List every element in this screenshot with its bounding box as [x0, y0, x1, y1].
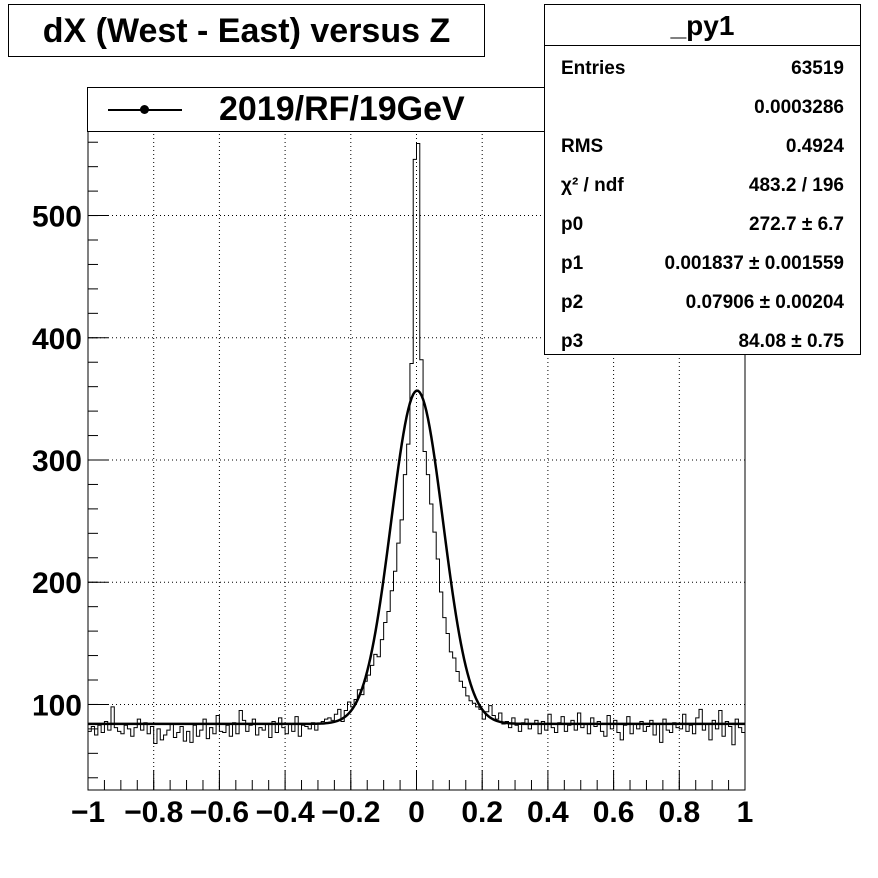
stats-key: p3: [561, 331, 584, 352]
stats-title: _py1: [545, 5, 860, 46]
y-tick-label: 500: [32, 201, 82, 234]
x-tick-label: 0.8: [658, 796, 700, 829]
stats-key: χ² / ndf: [561, 175, 624, 196]
x-tick-labels: −1 −0.8 −0.6 −0.4 −0.2 0 0.2 0.4 0.6 0.8 1: [71, 796, 753, 829]
legend: 2019/RF/19GeV: [87, 87, 615, 132]
stats-value: 63519: [791, 58, 844, 79]
stats-row-p3: p3 84.08 ± 0.75: [561, 322, 844, 361]
stats-key: p2: [561, 292, 584, 313]
stats-row-p1: p1 0.001837 ± 0.001559: [561, 244, 844, 283]
stats-key: p0: [561, 214, 584, 235]
stats-key: Entries: [561, 58, 626, 79]
x-tick-label: 0: [408, 796, 425, 829]
axis-ticks: [87, 141, 746, 790]
stats-row-p2: p2 0.07906 ± 0.00204: [561, 283, 844, 322]
plot-title: dX (West - East) versus Z: [8, 4, 485, 57]
stats-value: 0.07906 ± 0.00204: [685, 292, 844, 313]
stats-value: 0.001837 ± 0.001559: [664, 253, 844, 274]
stats-key: p1: [561, 253, 584, 274]
stats-row-rms: RMS 0.4924: [561, 127, 844, 166]
grid-lines: [88, 130, 745, 790]
stats-value: 483.2 / 196: [748, 175, 844, 196]
x-tick-label: 0.4: [527, 796, 569, 829]
stats-row-entries: Entries 63519: [561, 49, 844, 88]
stats-key: RMS: [561, 136, 604, 157]
x-tick-label: −0.8: [124, 796, 183, 829]
stats-row-chi2: χ² / ndf 483.2 / 196: [561, 166, 844, 205]
x-tick-label: 0.2: [461, 796, 503, 829]
stats-value: 84.08 ± 0.75: [738, 331, 844, 352]
x-tick-label: −0.6: [190, 796, 249, 829]
y-tick-label: 300: [32, 445, 82, 478]
legend-label: 2019/RF/19GeV: [219, 90, 465, 128]
x-tick-label: −0.4: [255, 796, 315, 829]
x-tick-label: −1: [71, 796, 105, 829]
y-tick-labels: 100 200 300 400 500: [32, 201, 82, 723]
stats-box: _py1 Entries 63519 0.0003286 RMS 0.4924 …: [544, 4, 861, 355]
y-tick-label: 200: [32, 567, 82, 600]
x-tick-label: −0.2: [321, 796, 380, 829]
legend-point-marker: [140, 105, 149, 114]
stats-value: 0.0003286: [754, 97, 844, 118]
stats-value: 272.7 ± 6.7: [749, 214, 844, 235]
x-tick-label: 0.6: [593, 796, 635, 829]
stats-row-mean: 0.0003286: [561, 88, 844, 127]
y-tick-label: 400: [32, 323, 82, 356]
x-tick-label: 1: [737, 796, 754, 829]
stats-value: 0.4924: [785, 136, 844, 157]
fit-curve: [88, 389, 745, 726]
y-tick-label: 100: [32, 689, 82, 722]
stats-row-p0: p0 272.7 ± 6.7: [561, 205, 844, 244]
